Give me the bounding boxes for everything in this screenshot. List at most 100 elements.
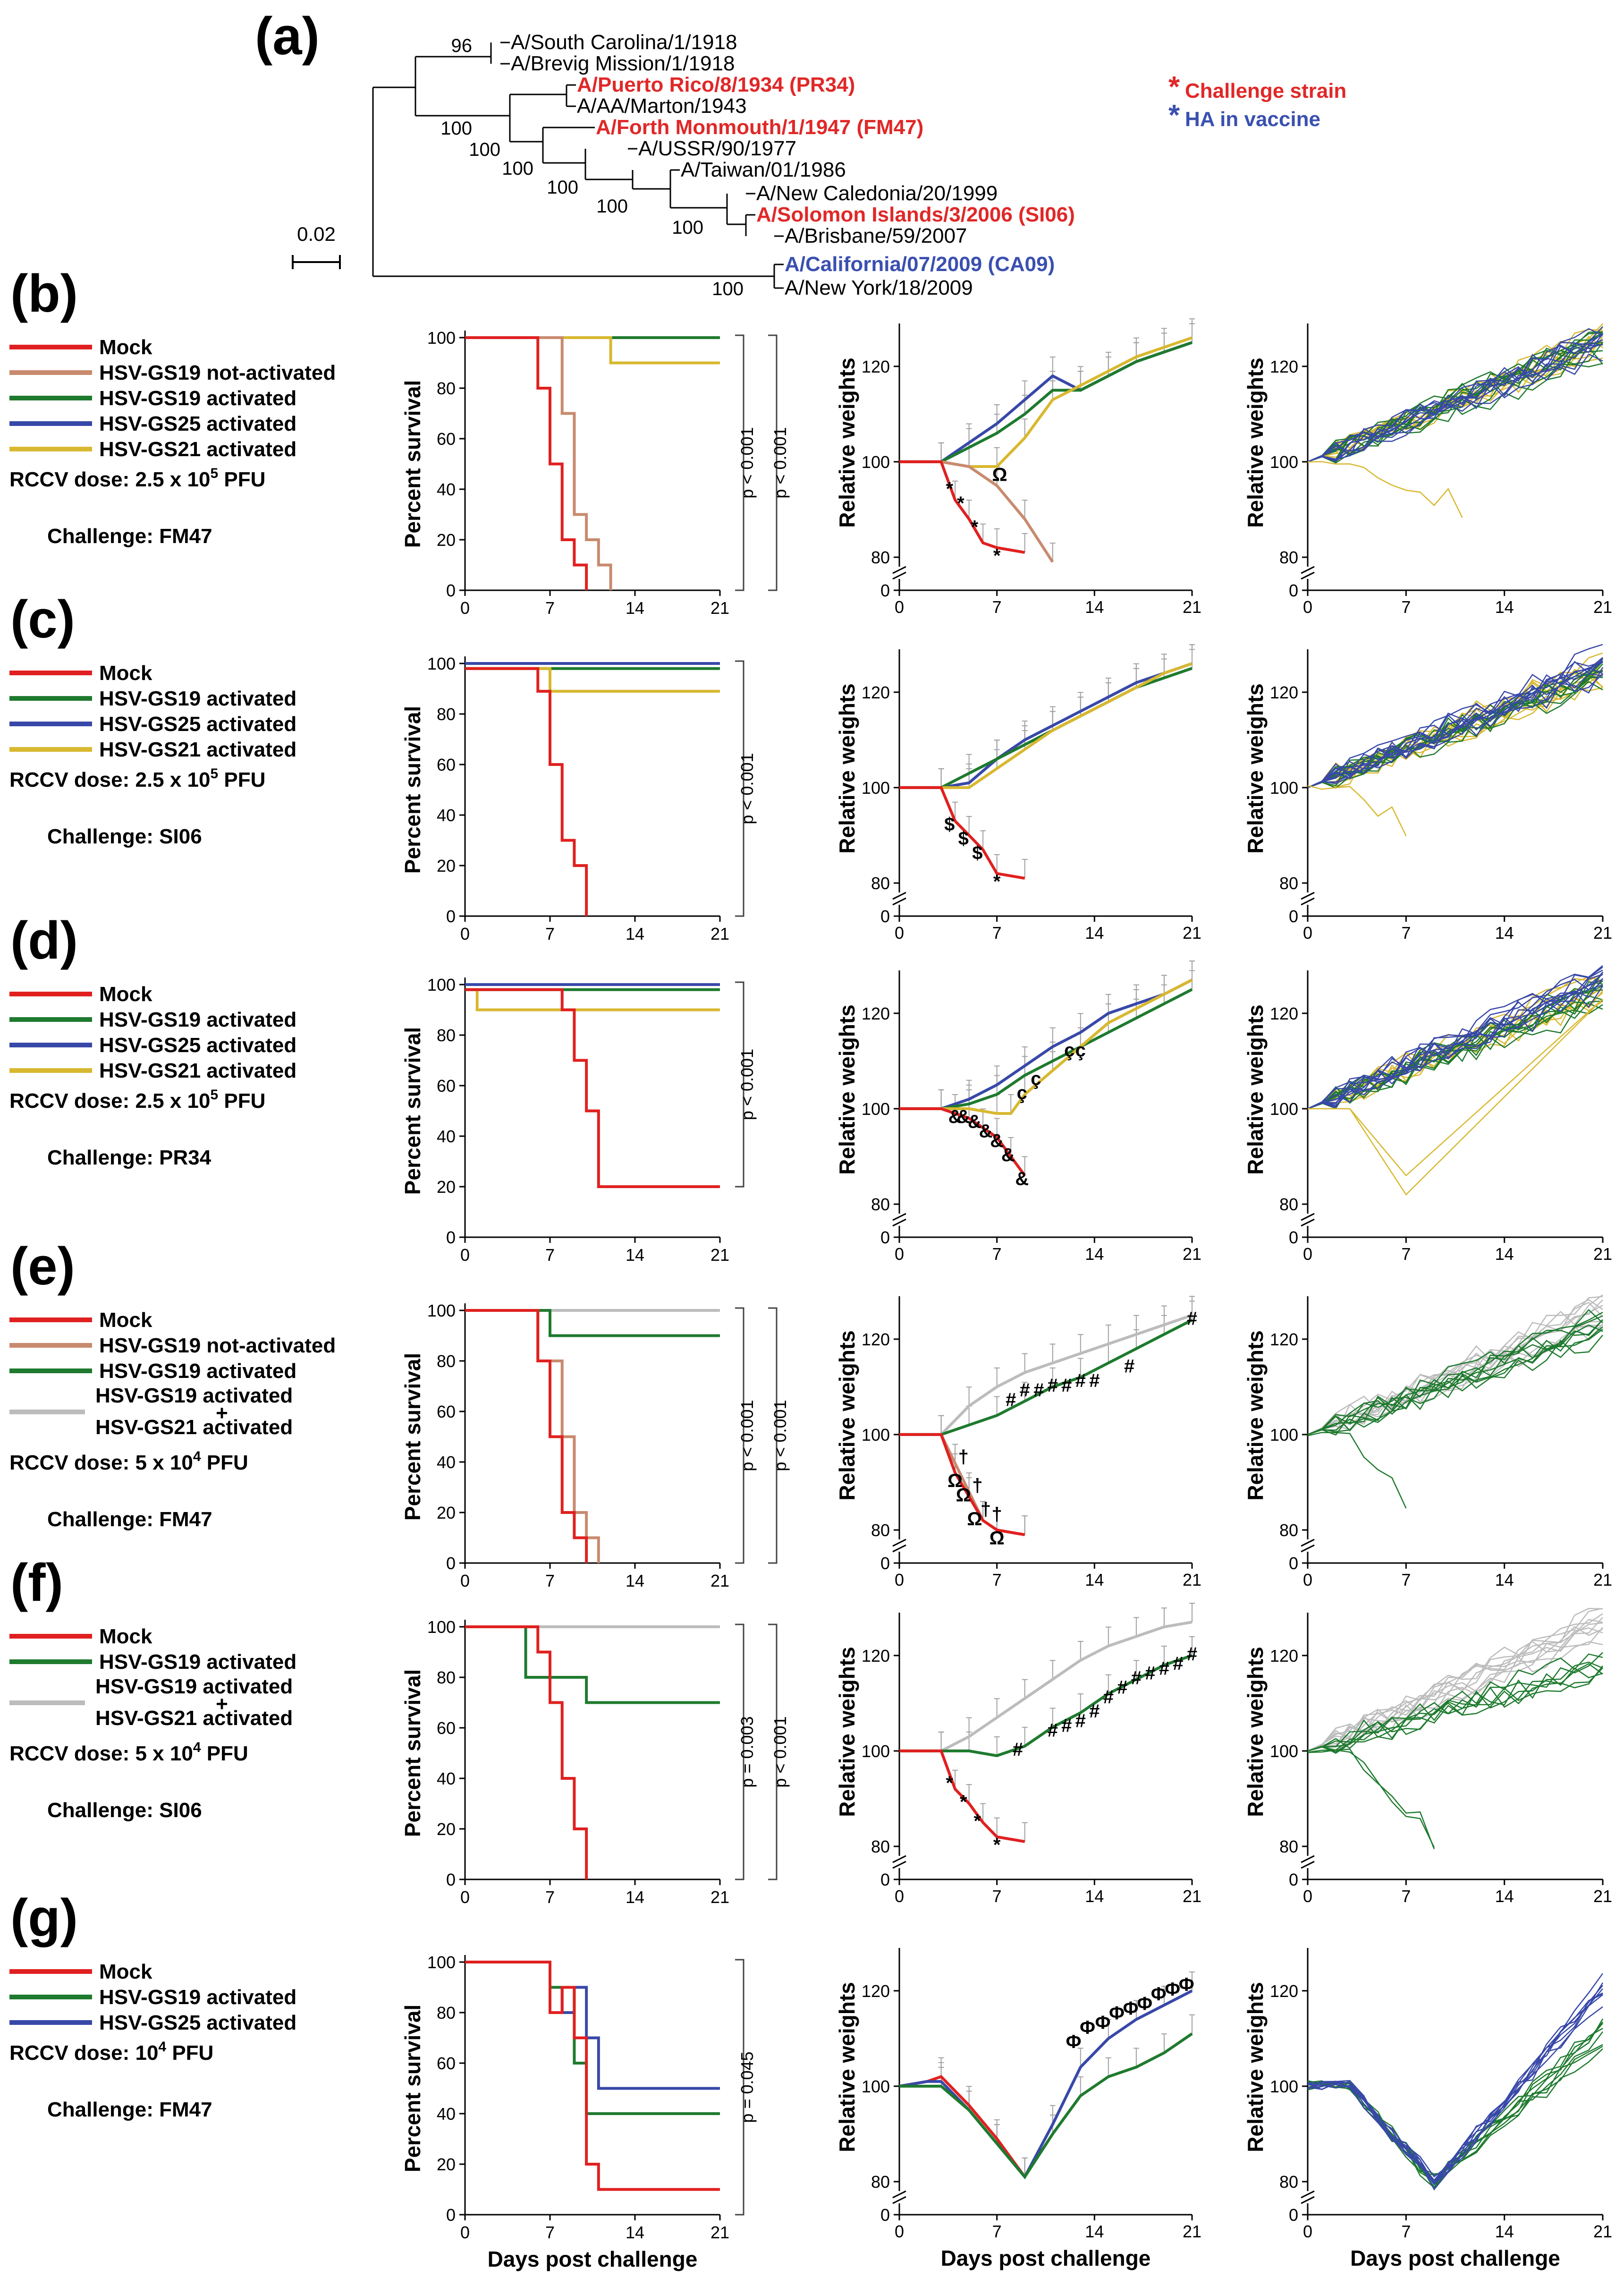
bootstrap-value: 100 bbox=[547, 177, 578, 198]
significance-marker: Φ bbox=[1179, 1974, 1194, 1995]
survival-x-tick-label: 7 bbox=[545, 1887, 555, 1907]
weights-series-line bbox=[899, 460, 1054, 563]
survival-series-line bbox=[465, 1309, 600, 1563]
legend-plus: + bbox=[216, 1692, 228, 1716]
survival-y-label: Percent survival bbox=[400, 706, 425, 874]
individual-x-tick-label: 7 bbox=[1401, 1887, 1411, 1906]
dose-label: RCCV dose: 2.5 x 105 PFU bbox=[9, 1087, 265, 1113]
weights-series-line bbox=[899, 978, 1193, 1115]
individual-axis-break bbox=[1301, 1538, 1315, 1547]
significance-marker: * bbox=[960, 1792, 967, 1812]
individual-mouse-line bbox=[1307, 1320, 1603, 1436]
survival-x-tick-label: 14 bbox=[626, 924, 644, 943]
survival-y-tick-label: 100 bbox=[427, 1617, 456, 1637]
significance-marker: Φ bbox=[1151, 1984, 1167, 2005]
individual-x-tick-label: 21 bbox=[1593, 923, 1612, 943]
weights-y-tick-label: 120 bbox=[862, 1330, 890, 1349]
survival-x-tick-label: 21 bbox=[710, 1245, 729, 1265]
significance-marker: * bbox=[971, 517, 979, 537]
bootstrap-value: 100 bbox=[440, 118, 472, 139]
survival-y-tick-label: 0 bbox=[446, 907, 456, 926]
individual-mouse-line bbox=[1307, 1311, 1603, 1436]
significance-marker: # bbox=[1117, 1677, 1127, 1698]
significance-marker: # bbox=[1075, 1370, 1086, 1391]
legend-label: HSV-GS21 activated bbox=[95, 1416, 293, 1439]
individual-y-tick-label: 100 bbox=[1270, 2077, 1298, 2096]
significance-marker: # bbox=[1048, 1720, 1058, 1741]
individual-x-tick-label: 14 bbox=[1495, 1244, 1514, 1264]
significance-marker: # bbox=[1145, 1663, 1155, 1683]
x-axis-title: Days post challenge bbox=[941, 2246, 1151, 2270]
survival-series-line bbox=[465, 336, 720, 365]
individual-y-label: Relative weights bbox=[1243, 357, 1268, 527]
pvalue-label: p < 0.001 bbox=[770, 1400, 790, 1471]
survival-series-line bbox=[465, 667, 720, 693]
significance-marker: & bbox=[1015, 1169, 1029, 1190]
individual-mouse-line bbox=[1307, 660, 1603, 789]
pvalue-label: p < 0.001 bbox=[770, 1716, 790, 1787]
weights-x-tick-label: 21 bbox=[1183, 1244, 1201, 1264]
individual-x-tick-label: 14 bbox=[1495, 1887, 1514, 1906]
weights-x-tick-label: 0 bbox=[895, 1570, 904, 1589]
survival-x-tick-label: 21 bbox=[710, 598, 729, 618]
panel-label: (c) bbox=[10, 590, 75, 649]
legend-label: HSV-GS19 activated bbox=[99, 1008, 296, 1031]
dose-label: RCCV dose: 5 x 104 PFU bbox=[9, 1740, 248, 1765]
weights-y-tick-label: 120 bbox=[862, 357, 890, 376]
legend-label: Mock bbox=[99, 662, 152, 685]
individual-y-label: Relative weights bbox=[1243, 1330, 1268, 1500]
individual-x-tick-label: 0 bbox=[1303, 1570, 1312, 1589]
individual-mouse-line bbox=[1307, 1667, 1603, 1752]
taxon-label: A/USSR/90/1977 bbox=[638, 137, 796, 160]
individual-y-label: Relative weights bbox=[1243, 1982, 1268, 2152]
weights-y-tick-label: 120 bbox=[862, 683, 890, 702]
weights-x-tick-label: 0 bbox=[895, 1887, 904, 1906]
survival-x-tick-label: 7 bbox=[545, 1245, 555, 1265]
individual-y-tick-label: 100 bbox=[1270, 1425, 1298, 1445]
pvalue-bracket bbox=[735, 334, 744, 591]
taxon-label: A/New Caledonia/20/1999 bbox=[756, 182, 998, 205]
taxon-label: A/Puerto Rico/8/1934 (PR34) bbox=[577, 73, 855, 96]
individual-mouse-line bbox=[1307, 1653, 1603, 1754]
weights-y-tick-label: 0 bbox=[880, 907, 890, 926]
individual-x-tick-label: 7 bbox=[1401, 597, 1411, 617]
taxon-label: A/Taiwan/01/1986 bbox=[681, 158, 846, 181]
individual-y-tick-label: 0 bbox=[1289, 581, 1298, 600]
weights-series-line bbox=[899, 1749, 1025, 1843]
weights-y-tick-label: 120 bbox=[862, 1981, 890, 2001]
individual-mouse-line bbox=[1307, 2021, 1603, 2188]
survival-y-tick-label: 40 bbox=[437, 2104, 456, 2124]
individual-mouse-line bbox=[1307, 1973, 1604, 2184]
individual-mouse-line bbox=[1307, 1324, 1603, 1436]
legend-text: Challenge strain bbox=[1185, 79, 1346, 102]
individual-x-tick-label: 14 bbox=[1495, 2222, 1514, 2241]
significance-marker: # bbox=[1013, 1739, 1023, 1760]
individual-weights-plot: 0 80 100 120 0 7 14 21 Relative weights bbox=[1243, 1607, 1612, 1906]
weights-series-line bbox=[899, 1433, 1025, 1537]
legend-plus: + bbox=[216, 1402, 228, 1425]
survival-x-tick-label: 7 bbox=[545, 924, 555, 943]
significance-marker: * bbox=[993, 545, 1001, 566]
significance-marker: # bbox=[1124, 1356, 1134, 1377]
significance-marker: & bbox=[1001, 1145, 1015, 1165]
weights-x-tick-label: 0 bbox=[895, 2222, 904, 2241]
weights-x-tick-label: 14 bbox=[1085, 1570, 1104, 1589]
individual-axis-break bbox=[1301, 2196, 1315, 2204]
weights-series-line bbox=[899, 1621, 1193, 1752]
bootstrap-value: 100 bbox=[712, 279, 744, 299]
survival-x-tick-label: 0 bbox=[460, 1571, 470, 1590]
survival-plot: 0 20 40 60 80 100 0 7 14 21 Percent survival p < 0.… bbox=[400, 1301, 790, 1590]
individual-y-tick-label: 0 bbox=[1289, 907, 1298, 926]
survival-y-tick-label: 0 bbox=[446, 1870, 456, 1889]
individual-y-tick-label: 100 bbox=[1270, 1099, 1298, 1119]
dose-label: RCCV dose: 2.5 x 105 PFU bbox=[9, 766, 265, 791]
survival-y-tick-label: 100 bbox=[427, 1301, 456, 1320]
taxon-label: A/AA/Marton/1943 bbox=[577, 94, 747, 118]
weights-x-tick-label: 21 bbox=[1183, 2222, 1201, 2241]
significance-marker: ç bbox=[1031, 1068, 1041, 1089]
survival-y-tick-label: 20 bbox=[437, 1177, 456, 1197]
individual-mouse-line bbox=[1307, 1319, 1603, 1436]
significance-marker: * bbox=[946, 1773, 953, 1793]
individual-y-tick-label: 120 bbox=[1270, 683, 1298, 702]
individual-x-tick-label: 0 bbox=[1303, 1244, 1312, 1264]
